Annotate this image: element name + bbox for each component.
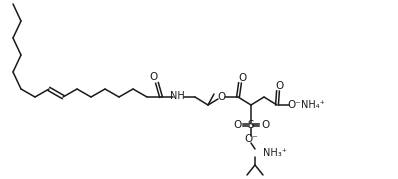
Text: O: O [217, 92, 225, 102]
Text: NH₃⁺: NH₃⁺ [263, 148, 287, 158]
Text: O: O [275, 81, 283, 91]
Text: O⁻: O⁻ [244, 134, 258, 144]
Text: O⁻: O⁻ [287, 100, 301, 110]
Text: O: O [149, 72, 157, 82]
Text: O: O [233, 120, 241, 130]
Text: NH₄⁺: NH₄⁺ [301, 100, 325, 110]
Text: NH: NH [170, 91, 184, 101]
Text: S: S [248, 120, 254, 130]
Text: O: O [261, 120, 269, 130]
Text: O: O [238, 73, 246, 83]
